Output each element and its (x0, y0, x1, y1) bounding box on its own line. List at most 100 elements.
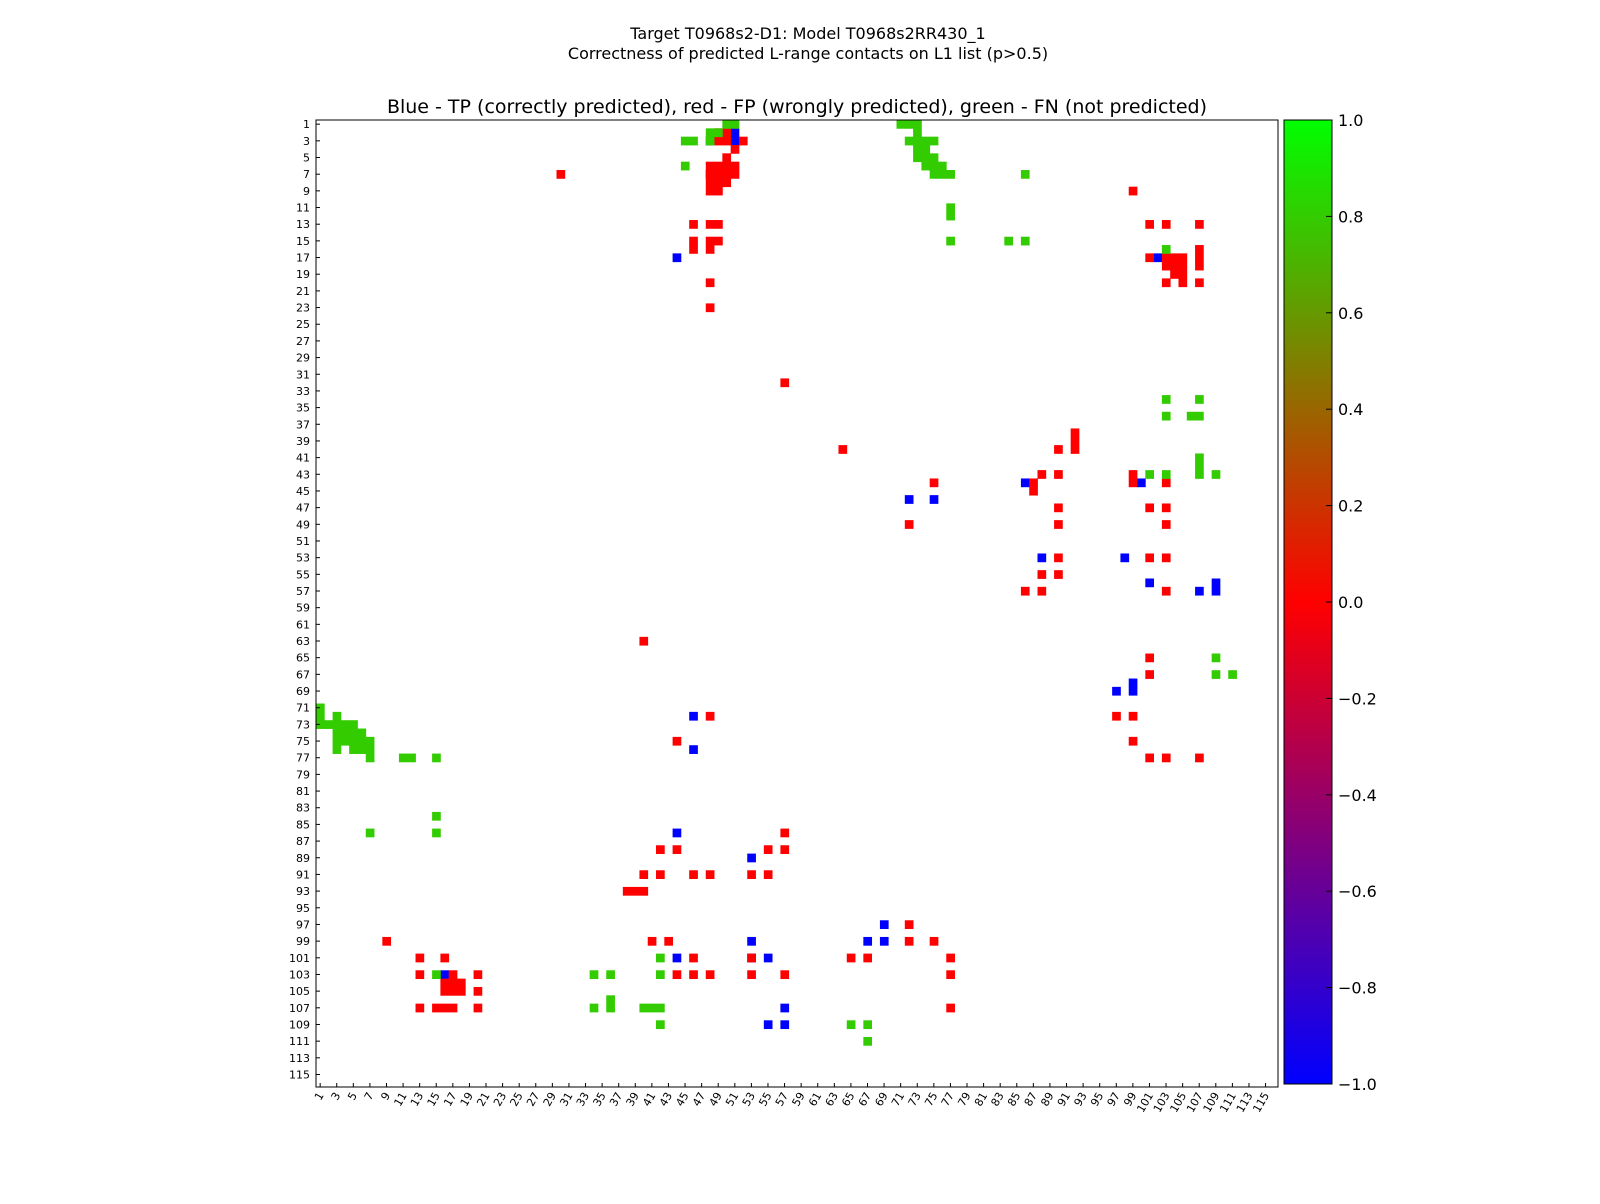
contact-cell-fn-lower (606, 970, 615, 980)
contact-cell-fp-upper (1020, 586, 1030, 596)
contact-cell-tp-upper (689, 711, 698, 721)
contact-cell-fp-upper (705, 170, 715, 179)
x-tick-label: 87 (1022, 1090, 1040, 1109)
contact-cell-fn-upper (904, 136, 914, 146)
contact-cell-fp-upper (714, 236, 723, 246)
x-tick-label: 59 (789, 1090, 807, 1109)
x-tick-label: 7 (362, 1090, 377, 1103)
x-tick-label: 21 (474, 1090, 492, 1109)
x-tick-label: 89 (1038, 1090, 1056, 1109)
y-tick-label: 75 (296, 735, 310, 748)
contact-cell-fp-upper (705, 711, 715, 721)
contact-cell-fp-lower (689, 870, 698, 879)
contact-cell-fn-upper (913, 153, 922, 163)
contact-cell-fn-upper (946, 211, 955, 221)
contact-cell-fp-upper (1161, 261, 1171, 271)
contact-cell-fp-upper (705, 245, 715, 254)
contact-cell-fn-lower (357, 728, 367, 738)
contact-cell-fn-lower (316, 711, 325, 721)
contact-cell-tp-lower (879, 936, 889, 946)
x-tick-label: 35 (590, 1090, 608, 1109)
x-tick-label: 15 (425, 1090, 443, 1109)
y-axis: 1357911131517192123252729313335373941434… (289, 118, 320, 1081)
y-tick-label: 91 (296, 868, 310, 881)
contact-cell-fp-lower (639, 886, 649, 896)
contact-cell-fn-lower (589, 970, 599, 980)
contact-cell-fp-lower (382, 936, 392, 946)
contact-cell-fp-upper (705, 303, 715, 313)
contact-cell-tp-lower (747, 853, 756, 863)
contact-cell-fp-lower (415, 1003, 425, 1013)
contact-cell-fp-lower (656, 845, 665, 854)
contact-cell-fn-lower (656, 1020, 665, 1030)
y-tick-label: 111 (289, 1035, 310, 1048)
contact-cell-fn-lower (863, 1020, 873, 1030)
x-tick-label: 51 (723, 1090, 741, 1109)
x-tick-label: 61 (806, 1090, 824, 1109)
contact-cell-fp-upper (714, 186, 723, 196)
contact-cell-tp-lower (672, 828, 682, 838)
contact-cell-fp-upper (714, 170, 723, 179)
y-tick-label: 43 (296, 468, 310, 481)
contact-cell-fp-lower (639, 870, 649, 879)
x-tick-label: 53 (740, 1090, 758, 1109)
contact-cell-fp-upper (1161, 553, 1171, 563)
contact-cell-fn-upper (904, 120, 914, 129)
x-tick-label: 5 (345, 1090, 360, 1103)
colorbar-tick-label: −0.4 (1338, 786, 1377, 805)
contact-cell-fp-upper (705, 236, 715, 246)
x-tick-label: 3 (329, 1090, 344, 1103)
x-tick-label: 19 (458, 1090, 476, 1109)
contact-cell-fn-lower (332, 728, 342, 738)
x-tick-label: 17 (441, 1090, 459, 1109)
x-tick-label: 49 (707, 1090, 725, 1109)
contact-cell-tp-lower (780, 1003, 790, 1013)
contact-cell-fn-lower (432, 753, 441, 763)
contact-cell-fp-lower (415, 953, 425, 963)
contact-cell-tp-upper (1145, 578, 1154, 588)
contact-cell-fp-upper (705, 220, 715, 229)
x-tick-label: 1 (312, 1090, 327, 1103)
contact-cell-tp-upper (1112, 686, 1121, 696)
colorbar (1283, 119, 1333, 1085)
contact-cell-fn-lower (656, 1003, 665, 1013)
contact-cell-tp-upper (689, 745, 698, 754)
y-tick-label: 29 (296, 352, 310, 365)
contact-cell-fn-lower (349, 720, 358, 729)
x-tick-label: 113 (1234, 1090, 1256, 1115)
contact-cell-fp-upper (1128, 711, 1138, 721)
y-tick-label: 87 (296, 835, 310, 848)
contact-cell-tp-lower (672, 953, 682, 963)
contact-cell-fn-upper (913, 145, 922, 154)
contact-cell-fn-upper (1211, 470, 1221, 479)
y-tick-label: 47 (296, 502, 310, 515)
contact-cell-fp-upper (1145, 753, 1154, 763)
x-tick-label: 83 (989, 1090, 1007, 1109)
contact-cell-fp-lower (763, 845, 773, 854)
y-tick-label: 27 (296, 335, 310, 348)
contact-cell-fn-lower (656, 970, 665, 980)
x-tick-label: 103 (1151, 1090, 1173, 1115)
contact-cell-fn-upper (1004, 236, 1014, 246)
contact-cell-fn-upper (1211, 653, 1221, 663)
y-tick-label: 101 (289, 952, 310, 965)
contact-cell-fn-upper (680, 136, 690, 146)
contact-cell-fp-upper (1070, 445, 1080, 454)
x-tick-label: 105 (1167, 1090, 1189, 1115)
contact-cell-fp-lower (647, 936, 657, 946)
x-tick-label: 101 (1134, 1090, 1156, 1115)
contact-cell-fn-lower (357, 736, 367, 746)
contact-cell-fp-lower (763, 870, 773, 879)
contact-cell-fp-upper (1195, 261, 1204, 271)
y-tick-label: 89 (296, 852, 310, 865)
contact-cell-fp-upper (1054, 553, 1063, 563)
colorbar-tick-label: 0.0 (1338, 593, 1363, 612)
y-tick-label: 35 (296, 402, 310, 415)
contact-cell-fn-lower (365, 736, 375, 746)
x-axis: 1 3 5 7 911131517192123252729313335373941434… (312, 1083, 1272, 1115)
x-tick-label: 31 (557, 1090, 575, 1109)
contact-cell-fp-lower (639, 636, 649, 646)
contact-cell-fn-upper (921, 145, 931, 154)
x-tick-label: 43 (657, 1090, 675, 1109)
